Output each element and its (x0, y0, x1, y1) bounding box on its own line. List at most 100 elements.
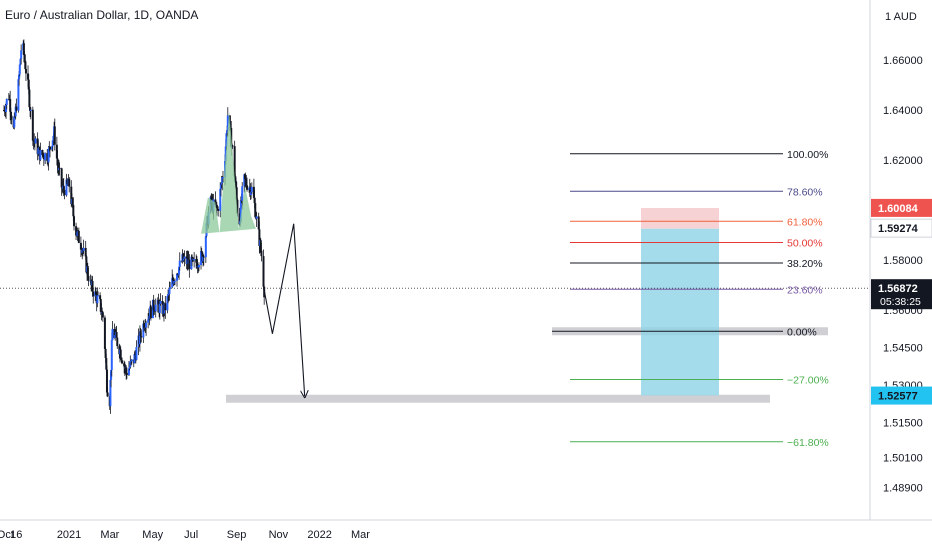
candle-up (248, 188, 251, 190)
candle-down (149, 306, 152, 319)
candle-up (177, 274, 180, 276)
candle-down (200, 251, 203, 253)
candle-up (241, 186, 244, 201)
candle-down (75, 226, 78, 236)
candle-up (82, 247, 85, 251)
candle-down (134, 354, 137, 356)
candle-down (85, 256, 88, 273)
candle-down (105, 369, 108, 393)
candle-down (252, 186, 255, 198)
candle-down (236, 199, 239, 214)
candle-up (154, 304, 157, 312)
candle-down (105, 357, 108, 370)
x-tick-label: Oct (0, 529, 14, 541)
candle-down (246, 185, 249, 190)
candle-down (125, 367, 128, 374)
price-tag (871, 279, 932, 310)
candle-up (17, 79, 20, 111)
candle-down (99, 299, 102, 312)
candle-down (24, 68, 27, 74)
y-tick-label: 1.51500 (883, 418, 923, 430)
candle-up (128, 366, 131, 369)
candle-down (41, 150, 44, 156)
price-tag (871, 198, 932, 217)
candle-up (96, 295, 99, 304)
chart-title: Euro / Australian Dollar, 1D, OANDA (5, 8, 199, 22)
candle-down (249, 186, 252, 196)
candle-down (91, 280, 94, 292)
candle-up (97, 295, 100, 297)
stop-loss-zone[interactable] (641, 208, 719, 229)
candle-down (73, 216, 76, 227)
candle-up (111, 328, 114, 341)
take-profit-zone[interactable] (641, 228, 719, 396)
price-tag-label: 1.60084 (878, 203, 919, 215)
candle-up (51, 146, 54, 150)
fib-level-label: −61.80% (787, 437, 829, 449)
candle-down (245, 179, 248, 186)
candle-up (110, 340, 113, 370)
candle-up (167, 294, 170, 297)
candle-up (173, 281, 176, 284)
candle-up (250, 192, 253, 196)
currency-label: 1 AUD (885, 11, 917, 23)
candle-down (22, 43, 25, 56)
candle-down (27, 79, 30, 90)
candle-down (23, 55, 26, 61)
candle-down (103, 317, 106, 349)
candle-up (18, 64, 21, 75)
candle-down (238, 213, 241, 225)
candle-down (104, 348, 107, 358)
candle-down (9, 99, 12, 112)
candle-up (182, 258, 185, 261)
x-tick-label: Nov (269, 529, 289, 541)
price-tag-label: 1.59274 (878, 223, 919, 235)
candle-up (39, 150, 42, 160)
candle-down (87, 275, 90, 281)
candle-down (57, 165, 60, 170)
projection-path[interactable] (263, 223, 305, 397)
candle-up (178, 260, 181, 267)
candle-up (250, 186, 253, 193)
candle-down (79, 242, 82, 250)
candle-up (219, 188, 222, 211)
candle-down (68, 178, 71, 187)
candle-down (214, 199, 217, 206)
x-tick-label: Sep (227, 529, 247, 541)
candle-up (171, 278, 174, 288)
fib-level-label: −27.00% (787, 375, 829, 387)
candle-down (56, 158, 59, 166)
candle-down (202, 256, 205, 258)
candle-down (254, 203, 257, 218)
candle-down (217, 208, 220, 211)
candle-down (244, 178, 247, 180)
candle-down (176, 273, 179, 275)
candle-down (55, 144, 58, 159)
head-and-shoulders-pattern[interactable] (201, 111, 256, 234)
candle-down (72, 205, 75, 217)
fib-level-label: 50.00% (787, 238, 823, 250)
candle-up (145, 322, 148, 328)
candle-down (235, 187, 238, 200)
candle-down (71, 198, 74, 206)
candle-up (219, 184, 222, 189)
candle-down (86, 266, 89, 276)
candle-down (235, 182, 238, 188)
y-tick-label: 1.54500 (883, 343, 923, 355)
candle-down (66, 179, 69, 184)
x-tick-label: Jul (184, 529, 198, 541)
candle-up (109, 379, 112, 407)
candle-up (57, 167, 60, 170)
support-zone-lower (226, 394, 770, 403)
candle-up (138, 331, 141, 345)
candle-up (225, 133, 228, 147)
candle-up (239, 200, 242, 222)
candle-down (243, 174, 246, 179)
candle-up (65, 179, 68, 196)
price-tag-label: 1.52577 (878, 391, 918, 403)
candle-down (27, 73, 30, 80)
candle-down (15, 106, 18, 111)
candle-up (204, 236, 207, 258)
